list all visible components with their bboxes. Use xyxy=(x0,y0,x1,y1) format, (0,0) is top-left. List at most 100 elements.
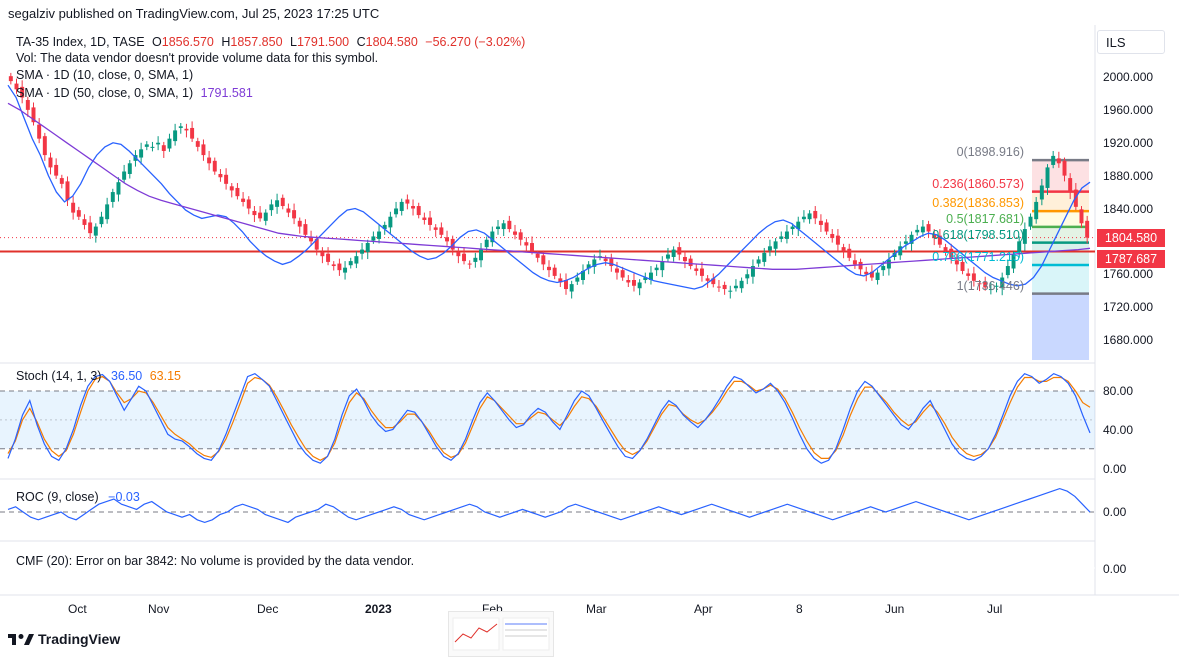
candle-body xyxy=(988,289,993,291)
candle-body xyxy=(779,236,784,239)
roc-legend[interactable]: ROC (9, close) −0.03 xyxy=(16,490,140,504)
candle-body xyxy=(1045,167,1050,188)
stoch-legend[interactable]: Stoch (14, 1, 3) 36.50 63.15 xyxy=(16,369,181,383)
sma50-label: SMA · 1D (50, close, 0, SMA, 1) xyxy=(16,86,194,100)
sma10-line xyxy=(7,84,1091,290)
candle-body xyxy=(875,272,880,281)
fib-zone xyxy=(1032,265,1089,294)
candle-body xyxy=(371,236,376,241)
candle-body xyxy=(966,273,971,276)
candle-body xyxy=(399,201,404,211)
time-axis-label: 8 xyxy=(796,602,803,616)
candle-body xyxy=(915,229,920,233)
candle-body xyxy=(1051,155,1056,165)
tradingview-logo[interactable]: TradingView xyxy=(8,631,120,647)
candle-body xyxy=(813,210,818,219)
candle-body xyxy=(818,220,823,225)
candle-body xyxy=(462,253,467,262)
candle-body xyxy=(654,267,659,271)
time-axis-label: Nov xyxy=(148,602,170,616)
candle-body xyxy=(518,232,523,240)
candle-body xyxy=(456,252,461,257)
candle-body xyxy=(552,267,557,276)
sma10-legend[interactable]: SMA · 1D (10, close, 0, SMA, 1) xyxy=(16,68,194,82)
roc-label: ROC (9, close) xyxy=(16,490,99,504)
fib-zone xyxy=(1032,242,1089,266)
candle-body xyxy=(835,235,840,245)
candle-body xyxy=(705,278,710,281)
time-axis-label: Jun xyxy=(885,602,905,616)
candle-body xyxy=(37,124,42,139)
candle-body xyxy=(110,192,115,202)
close-label: C xyxy=(356,35,366,49)
candle-body xyxy=(122,171,127,180)
symbol-legend[interactable]: TA-35 Index, 1D, TASE O1856.570 H1857.85… xyxy=(16,35,525,49)
high-value: 1857.850 xyxy=(230,35,283,49)
candle-body xyxy=(343,267,348,273)
candles xyxy=(8,72,1090,299)
candle-body xyxy=(331,264,336,267)
fib-level-label: 0.236(1860.573) xyxy=(932,176,1024,191)
candle-body xyxy=(433,227,438,230)
candle-body xyxy=(394,208,399,215)
candle-body xyxy=(54,164,59,176)
candle-body xyxy=(926,224,931,232)
candle-body xyxy=(1017,241,1022,253)
candle-body xyxy=(445,237,450,242)
price-axis-label: 2000.000 xyxy=(1103,70,1154,84)
candle-body xyxy=(762,252,767,262)
candle-body xyxy=(864,271,869,275)
candle-body xyxy=(745,274,750,279)
candle-body xyxy=(48,157,53,168)
candle-body xyxy=(756,259,761,264)
candle-body xyxy=(178,126,183,128)
candle-body xyxy=(303,224,308,235)
candle-body xyxy=(1062,160,1067,176)
fib-level-label: 0(1898.916) xyxy=(956,145,1024,160)
candle-body xyxy=(558,278,563,283)
fib-level-label: 0.5(1817.681) xyxy=(946,211,1024,226)
candle-body xyxy=(711,278,716,285)
currency-button[interactable]: ILS xyxy=(1097,30,1165,54)
candle-body xyxy=(167,138,172,149)
cmf-legend[interactable]: CMF (20): Error on bar 3842: No volume i… xyxy=(16,554,415,568)
candle-body xyxy=(224,174,229,184)
stoch-axis-40: 40.00 xyxy=(1103,423,1134,437)
candle-body xyxy=(937,235,942,245)
candle-body xyxy=(314,238,319,250)
fib-level-label: 0.786(1771.215) xyxy=(932,250,1024,265)
candle-body xyxy=(507,220,512,230)
candle-body xyxy=(195,141,200,147)
candle-body xyxy=(847,248,852,258)
candle-body xyxy=(660,261,665,271)
candle-body xyxy=(949,248,954,258)
candle-body xyxy=(677,247,682,255)
time-axis-label: Apr xyxy=(694,602,713,616)
open-value: 1856.570 xyxy=(161,35,214,49)
candle-body xyxy=(530,243,534,252)
candle-body xyxy=(382,224,387,230)
candle-body xyxy=(564,280,568,290)
candle-body xyxy=(1000,277,1005,289)
price-axis-label: 1760.000 xyxy=(1103,267,1154,282)
candle-body xyxy=(473,257,478,262)
candle-body xyxy=(1039,185,1044,200)
candle-body xyxy=(161,145,166,151)
chart-thumbnail[interactable] xyxy=(448,611,554,657)
candle-body xyxy=(218,173,223,178)
candle-body xyxy=(252,210,257,216)
hline-price-tag: 1787.687 xyxy=(1097,250,1165,269)
candle-body xyxy=(207,157,212,164)
symbol-name[interactable]: TA-35 Index, 1D, TASE xyxy=(16,35,145,49)
candle-body xyxy=(31,107,36,123)
price-axis-label: 1720.000 xyxy=(1103,300,1154,315)
candle-body xyxy=(320,252,325,257)
candle-body xyxy=(977,283,982,285)
candle-body xyxy=(42,136,47,156)
candle-body xyxy=(286,208,291,213)
time-axis-label: Mar xyxy=(586,602,607,616)
candle-body xyxy=(932,233,937,239)
candle-body xyxy=(479,249,484,261)
sma50-legend[interactable]: SMA · 1D (50, close, 0, SMA, 1) 1791.581 xyxy=(16,86,253,100)
